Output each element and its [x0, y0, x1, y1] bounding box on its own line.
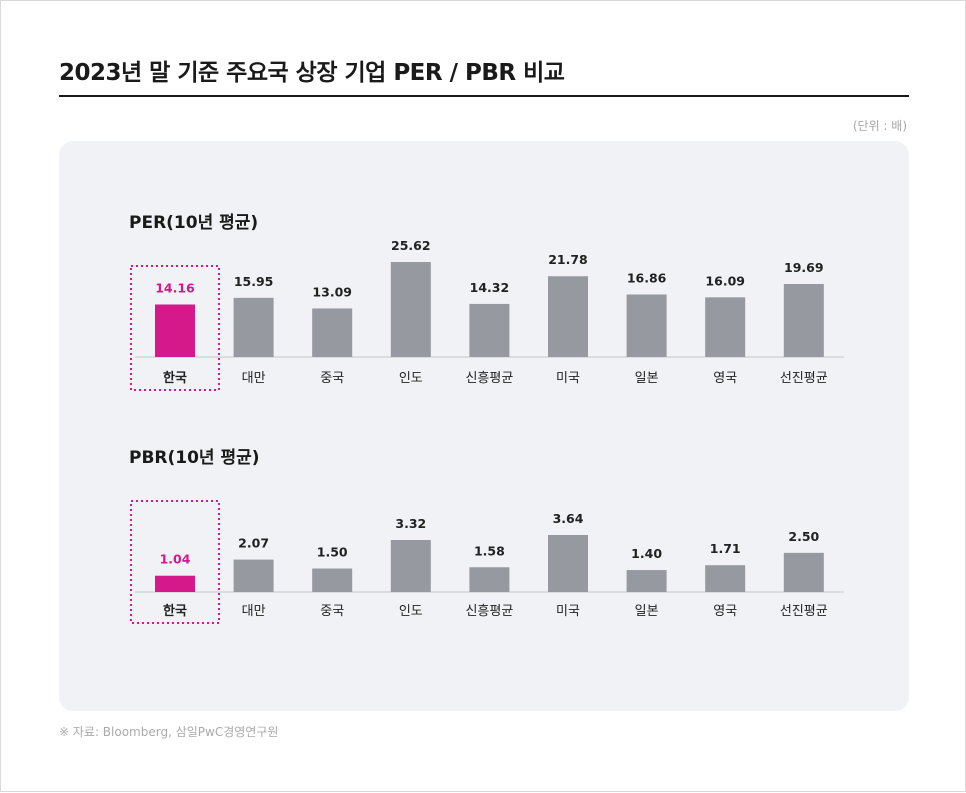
- pbr-category-label-2: 중국: [320, 604, 344, 619]
- per-value-label-6: 16.86: [627, 270, 667, 285]
- chart-panel: [59, 141, 909, 711]
- pbr-category-label-7: 영국: [713, 604, 737, 619]
- per-category-label-2: 중국: [320, 371, 344, 386]
- pbr-category-label-5: 미국: [556, 604, 580, 619]
- per-bar-8: [783, 283, 824, 357]
- per-category-label-3: 인도: [399, 371, 423, 386]
- per-category-label-0: 한국: [163, 370, 187, 386]
- per-category-label-5: 미국: [556, 371, 580, 386]
- per-bar-1: [233, 297, 274, 357]
- per-value-label-2: 13.09: [312, 284, 352, 299]
- pbr-value-label-2: 1.50: [317, 545, 348, 560]
- per-category-label-1: 대만: [242, 371, 266, 386]
- per-category-label-4: 신흥평균: [465, 371, 513, 386]
- page-title: 2023년 말 기준 주요국 상장 기업 PER / PBR 비교: [59, 60, 565, 86]
- pbr-category-label-6: 일본: [635, 604, 659, 619]
- per-bar-2: [312, 308, 353, 357]
- source-note: ※ 자료: Bloomberg, 삼일PwC경영연구원: [59, 725, 279, 739]
- pbr-bar-8: [783, 552, 824, 592]
- pbr-value-label-0: 1.04: [160, 552, 191, 567]
- per-value-label-3: 25.62: [391, 238, 431, 253]
- pbr-value-label-3: 3.32: [395, 516, 426, 531]
- pbr-chart: PBR(10년 평균) 1.04 한국 2.07 대만 1.50 중국 3.32 인도 1.58 신…: [129, 448, 844, 624]
- title-divider: [59, 95, 909, 97]
- per-bar-7: [705, 297, 746, 357]
- pbr-value-label-7: 1.71: [710, 541, 741, 556]
- pbr-category-label-1: 대만: [242, 604, 266, 619]
- per-category-label-7: 영국: [713, 371, 737, 386]
- pbr-bar-6: [626, 570, 667, 592]
- per-bar-3: [390, 262, 431, 357]
- per-value-label-1: 15.95: [234, 274, 274, 289]
- pbr-bar-4: [469, 567, 510, 592]
- pbr-value-label-4: 1.58: [474, 543, 505, 558]
- per-value-label-8: 19.69: [784, 260, 824, 275]
- per-value-label-7: 16.09: [705, 273, 745, 288]
- pbr-bar-0: [155, 575, 195, 592]
- pbr-bar-1: [233, 559, 274, 592]
- pbr-bar-2: [312, 568, 353, 592]
- pbr-category-label-3: 인도: [399, 604, 423, 619]
- per-bar-6: [626, 294, 667, 357]
- pbr-category-label-0: 한국: [163, 603, 187, 619]
- per-category-label-6: 일본: [635, 371, 659, 386]
- per-bar-4: [469, 303, 510, 357]
- pbr-chart-title: PBR(10년 평균): [129, 448, 260, 468]
- pbr-bar-5: [548, 535, 588, 592]
- pbr-bar-7: [705, 565, 746, 592]
- unit-label: (단위 : 배): [852, 119, 907, 133]
- per-value-label-5: 21.78: [548, 252, 588, 267]
- per-highlight-box: [130, 265, 220, 391]
- pbr-value-label-8: 2.50: [788, 529, 819, 544]
- per-value-label-4: 14.32: [470, 280, 510, 295]
- pbr-category-label-4: 신흥평균: [465, 604, 513, 619]
- per-chart-title: PER(10년 평균): [129, 213, 258, 233]
- pbr-value-label-1: 2.07: [238, 536, 269, 551]
- pbr-category-label-8: 선진평균: [780, 604, 828, 619]
- per-value-label-0: 14.16: [155, 280, 195, 295]
- per-chart: PER(10년 평균) 14.16 한국 15.95 대만 13.09 중국 25.62 인도 1…: [129, 213, 844, 391]
- per-bar-0: [155, 304, 195, 357]
- pbr-value-label-6: 1.40: [631, 546, 662, 561]
- per-category-label-8: 선진평균: [780, 371, 828, 386]
- pbr-value-label-5: 3.64: [553, 511, 584, 526]
- per-bar-5: [548, 276, 588, 357]
- pbr-bar-3: [390, 540, 431, 592]
